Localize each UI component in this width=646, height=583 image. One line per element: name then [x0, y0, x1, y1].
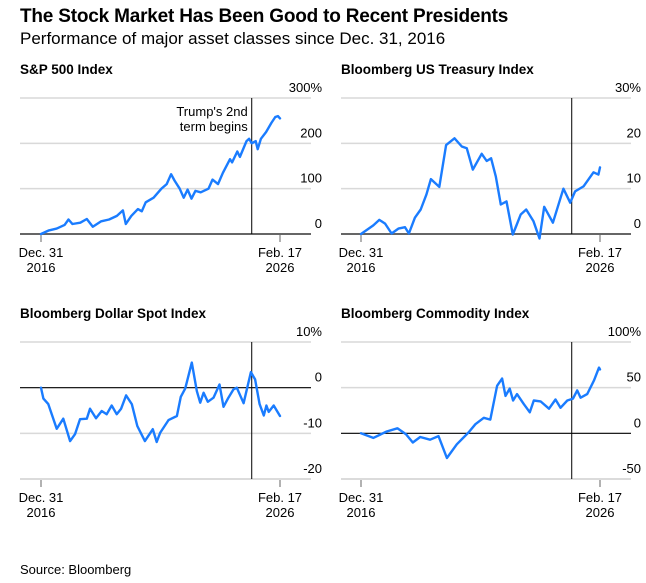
y-tick-label: 100% [608, 324, 642, 339]
series-line [39, 114, 282, 236]
y-tick-label: 100 [300, 171, 322, 186]
x-tick-label: 2016 [27, 505, 56, 520]
x-tick-label: 2026 [266, 260, 295, 275]
marker-annotation: Trump's 2nd [176, 104, 247, 119]
y-tick-label: -10 [303, 415, 322, 430]
chart-title: Bloomberg Commodity Index [341, 306, 530, 321]
chart-title: S&P 500 Index [20, 62, 113, 77]
x-tick-label: Feb. 17 [578, 490, 622, 505]
x-tick-label: 2026 [586, 260, 615, 275]
series-line [359, 137, 602, 240]
page-subtitle: Performance of major asset classes since… [20, 29, 446, 48]
chart-title: Bloomberg US Treasury Index [341, 62, 534, 77]
x-tick-label: Dec. 31 [19, 490, 64, 505]
y-tick-label: 0 [315, 216, 322, 231]
x-tick-label: 2026 [586, 505, 615, 520]
y-tick-label: 0 [315, 370, 322, 385]
y-tick-label: 300% [289, 80, 323, 95]
series-line [359, 366, 602, 460]
marker-annotation: term begins [180, 119, 248, 134]
x-tick-label: Dec. 31 [339, 245, 384, 260]
y-tick-label: 10 [627, 171, 641, 186]
x-tick-label: 2016 [347, 260, 376, 275]
x-tick-label: Feb. 17 [258, 490, 302, 505]
chart-panel-4: Bloomberg Commodity Index 100% 50 0 -50 Dec. … [339, 306, 642, 520]
x-tick-label: Feb. 17 [578, 245, 622, 260]
chart-title: Bloomberg Dollar Spot Index [20, 306, 207, 321]
y-tick-label: -20 [303, 461, 322, 476]
page-title: The Stock Market Has Been Good to Recent… [20, 6, 509, 27]
x-tick-label: 2016 [347, 505, 376, 520]
y-tick-label: 30% [615, 80, 641, 95]
x-tick-label: Dec. 31 [19, 245, 64, 260]
y-tick-label: -50 [622, 461, 641, 476]
x-tick-label: 2016 [27, 260, 56, 275]
chart-panel-3: Bloomberg Dollar Spot Index 10% 0 -10 -20 Dec… [19, 306, 323, 520]
series-line [39, 361, 282, 444]
x-tick-label: Dec. 31 [339, 490, 384, 505]
x-tick-label: Feb. 17 [258, 245, 302, 260]
y-tick-label: 20 [627, 125, 641, 140]
source-note: Source: Bloomberg [20, 562, 132, 577]
y-tick-label: 50 [627, 370, 641, 385]
y-tick-label: 0 [634, 216, 641, 231]
y-tick-label: 0 [634, 415, 641, 430]
x-tick-label: 2026 [266, 505, 295, 520]
y-tick-label: 10% [296, 324, 322, 339]
chart-panel-2: Bloomberg US Treasury Index 30% 20 10 0 Dec. … [339, 62, 642, 275]
y-tick-label: 200 [300, 125, 322, 140]
